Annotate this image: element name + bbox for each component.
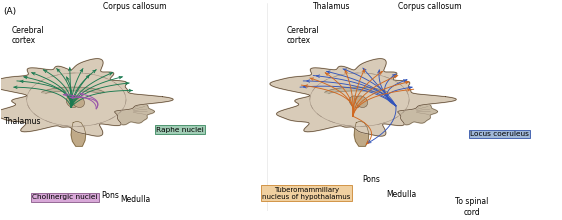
Text: Pons: Pons (362, 174, 380, 183)
Ellipse shape (350, 96, 361, 108)
Text: Cerebral
cortex: Cerebral cortex (287, 26, 319, 45)
Polygon shape (42, 87, 105, 94)
Polygon shape (0, 59, 173, 136)
Text: Raphe nuclei: Raphe nuclei (156, 127, 204, 133)
Text: Corpus callosum: Corpus callosum (398, 2, 461, 11)
Text: Pons: Pons (101, 191, 119, 200)
Text: Medulla: Medulla (120, 195, 151, 204)
Polygon shape (71, 121, 85, 146)
Text: Corpus callosum: Corpus callosum (103, 2, 167, 11)
Polygon shape (325, 87, 388, 94)
Polygon shape (101, 98, 155, 125)
Text: Cerebral
cortex: Cerebral cortex (12, 26, 44, 45)
Text: Thalamus: Thalamus (312, 2, 350, 11)
Polygon shape (354, 121, 369, 146)
Text: Medulla: Medulla (387, 190, 416, 199)
Ellipse shape (355, 96, 368, 108)
Ellipse shape (66, 96, 79, 108)
Text: Cholinergic nuclei: Cholinergic nuclei (33, 194, 98, 200)
Polygon shape (383, 98, 437, 125)
Text: To spinal
cord: To spinal cord (455, 197, 488, 217)
Text: Locus coeruleus: Locus coeruleus (470, 131, 529, 137)
Polygon shape (270, 59, 456, 136)
Text: Tuberomammillary
nucleus of hypothalamus: Tuberomammillary nucleus of hypothalamus (262, 187, 351, 200)
Ellipse shape (72, 96, 84, 108)
Text: (A): (A) (3, 7, 17, 16)
Text: Thalamus: Thalamus (3, 117, 41, 126)
